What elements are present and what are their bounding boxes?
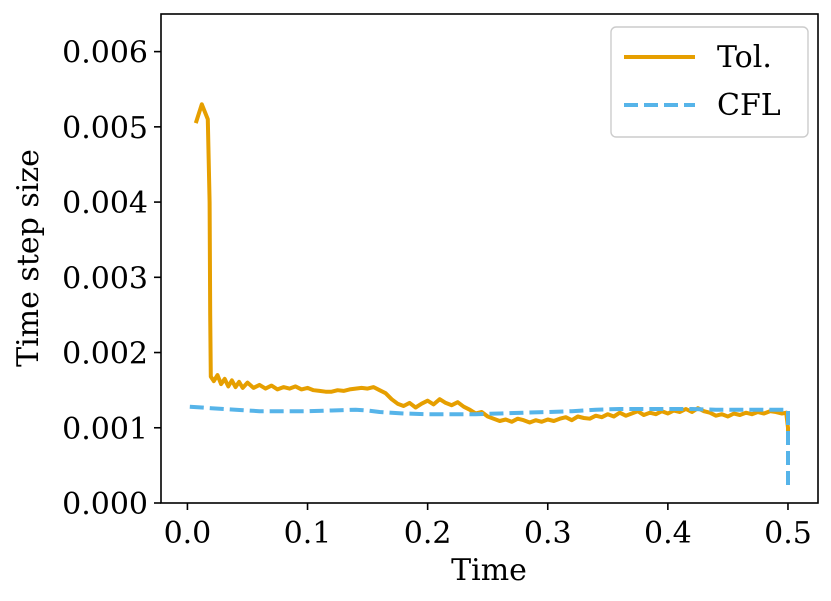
y-tick-label: 0.005 [62, 111, 148, 146]
legend: Tol. CFL [610, 26, 809, 138]
series-layer [189, 102, 790, 488]
series-line-tol [193, 102, 790, 443]
plot-frame [160, 13, 819, 504]
x-tick-label: 0.3 [524, 516, 572, 551]
y-tick-label: 0.003 [62, 261, 148, 296]
y-tick-label: 0.004 [62, 186, 148, 221]
y-tick-label: 0.001 [62, 412, 148, 447]
legend-label-tol: Tol. [717, 40, 772, 75]
y-tick-label: 0.006 [62, 36, 148, 71]
y-axis-label: Time step size [11, 149, 46, 367]
x-tick-label: 0.1 [284, 516, 332, 551]
x-axis-ticks: 0.0 0.1 0.2 0.3 0.4 0.5 [164, 503, 812, 551]
legend-box [610, 26, 809, 138]
series-line-cfl [189, 404, 790, 488]
legend-label-cfl: CFL [717, 88, 781, 123]
y-tick-label: 0.002 [62, 337, 148, 372]
y-axis-ticks: 0.000 0.001 0.002 0.003 0.004 0.005 0.006 [62, 36, 161, 522]
y-tick-label: 0.000 [62, 487, 148, 522]
x-tick-label: 0.0 [164, 516, 212, 551]
x-tick-label: 0.5 [764, 516, 812, 551]
x-axis-label: Time [451, 553, 527, 588]
x-tick-label: 0.4 [644, 516, 692, 551]
x-tick-label: 0.2 [404, 516, 452, 551]
